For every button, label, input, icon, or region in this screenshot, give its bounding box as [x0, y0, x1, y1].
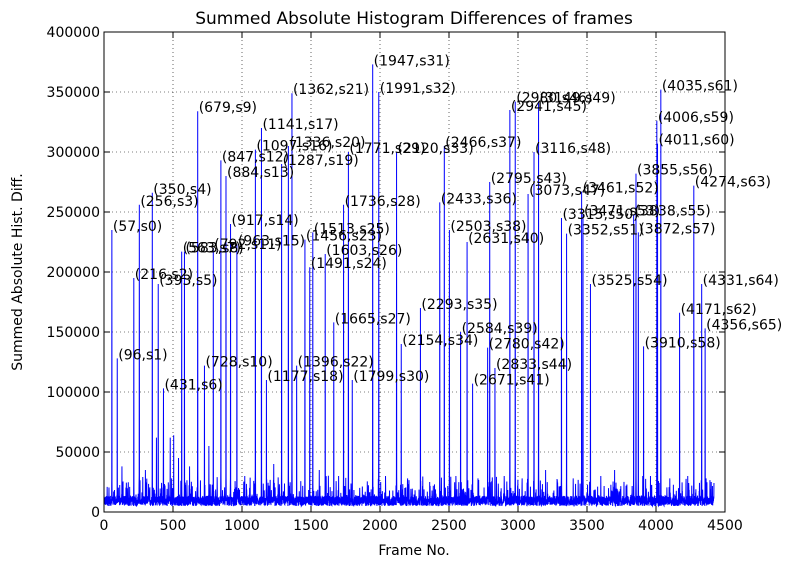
y-tick-label: 100000 [47, 385, 100, 401]
peak-label: (917,s14) [232, 213, 299, 229]
peak-label: (1491,s24) [311, 256, 387, 272]
peak-label: (3149,s49) [540, 91, 616, 107]
peak-label: (3872,s57) [639, 221, 715, 237]
peak-label: (4274,s63) [695, 175, 771, 191]
peak-label: (2780,s42) [489, 337, 565, 353]
peak-label: (1799,s30) [353, 369, 429, 385]
peak-label: (3471,s53) [584, 203, 660, 219]
peak-label: (4035,s61) [662, 79, 738, 95]
peak-label: (679,s9) [199, 100, 257, 116]
peak-label: (1456,s23) [306, 229, 382, 245]
x-tick-label: 3000 [500, 518, 536, 534]
y-tick-label: 250000 [47, 205, 100, 221]
peak-annotations: (57,s0) (96,s1) (216,s2) (256,s3)(350,s4) (3… [113, 53, 782, 393]
peak-label: (1396,s22) [298, 355, 374, 371]
peak-label: (1362,s21) [293, 82, 369, 98]
peak-label: (3838,s55) [635, 203, 711, 219]
peak-label: (4011,s60) [659, 133, 735, 149]
peak-label: (2433,s36) [441, 191, 517, 207]
peak-label: (1513,s25) [314, 221, 390, 237]
peak-label: (2503,s38) [450, 219, 526, 235]
peak-label: (2154,s34) [402, 333, 478, 349]
peak-label: (431,s6) [164, 377, 222, 393]
y-tick-label: 350000 [47, 85, 100, 101]
peak-label: (1177,s18) [267, 369, 343, 385]
peak-label: (1336,s20) [289, 135, 365, 151]
peak-label: (2671,s41) [474, 373, 550, 389]
peak-label: (3910,s58) [645, 335, 721, 351]
x-tick-label: 3500 [569, 518, 605, 534]
peak-label: (3855,s56) [637, 163, 713, 179]
peak-label: (2466,s37) [445, 135, 521, 151]
peak-label: (1097,s16) [256, 139, 332, 155]
x-tick-label: 500 [160, 518, 187, 534]
peak-label: (1947,s31) [374, 53, 450, 69]
peak-label: (963,s15) [238, 233, 305, 249]
peak-label: (96,s1) [118, 347, 167, 363]
peak-label: (1771,s29) [349, 141, 425, 157]
x-tick-label: 2500 [431, 518, 467, 534]
x-tick-label: 2000 [362, 518, 398, 534]
axis-ticks: 0 500 1000 1500 2000 2500 3000 3500 4000 4500 0 500… [47, 25, 743, 534]
peak-label: (1665,s27) [335, 311, 411, 327]
y-tick-label: 200000 [47, 265, 100, 281]
peak-label: (4171,s62) [681, 302, 757, 318]
peak-label: (1141,s17) [262, 117, 338, 133]
peak-label: (2833,s44) [496, 357, 572, 373]
series-line [103, 64, 715, 508]
peak-label: (1287,s19) [283, 153, 359, 169]
peak-label: (4331,s64) [703, 273, 779, 289]
peak-label: (2980,s46) [516, 91, 592, 107]
peak-label: (3352,s51) [568, 223, 644, 239]
y-tick-label: 400000 [47, 25, 100, 41]
peak-label: (2293,s35) [421, 297, 497, 313]
peak-label: (57,s0) [113, 219, 162, 235]
chart-title: Summed Absolute Histogram Differences of… [195, 9, 633, 29]
peak-label: (728,s10) [205, 355, 272, 371]
y-tick-label: 300000 [47, 145, 100, 161]
peak-label: (792,s11) [214, 237, 281, 253]
peak-label: (256,s3) [140, 194, 198, 210]
y-axis-label: Summed Absolute Hist. Diff. [10, 173, 26, 371]
x-tick-label: 4500 [707, 518, 743, 534]
peak-label: (2584,s39) [462, 321, 538, 337]
peak-label: (3116,s48) [535, 141, 611, 157]
peak-label: (350,s4) [153, 182, 211, 198]
y-tick-label: 150000 [47, 325, 100, 341]
peak-label: (2795,s43) [491, 171, 567, 187]
peak-label: (2631,s40) [468, 231, 544, 247]
peak-label: (1991,s32) [380, 81, 456, 97]
x-tick-label: 1500 [293, 518, 329, 534]
peak-label: (393,s5) [159, 273, 217, 289]
peak-label: (2120,s33) [398, 141, 474, 157]
peak-label: (847,s12) [222, 149, 289, 165]
peak-label: (1603,s26) [326, 243, 402, 259]
peak-label: (583,s8) [185, 241, 243, 257]
peak-label: (3315,s50) [562, 207, 638, 223]
peak-label: (884,s13) [227, 165, 294, 181]
peak-label: (3525,s54) [591, 273, 667, 289]
y-tick-label: 50000 [55, 445, 100, 461]
peak-label: (3461,s52) [583, 181, 659, 197]
peak-label: (3073,s47) [529, 183, 605, 199]
y-tick-label: 0 [91, 505, 100, 521]
x-tick-label: 1000 [224, 518, 260, 534]
x-tick-label: 0 [100, 518, 109, 534]
peak-label: (2941,s45) [511, 99, 587, 115]
peak-label: (4356,s65) [706, 317, 782, 333]
peak-label: (216,s2) [135, 267, 193, 283]
x-tick-label: 4000 [638, 518, 674, 534]
plot-area [103, 64, 715, 508]
peak-label: (4006,s59) [658, 110, 734, 126]
x-axis-label: Frame No. [378, 543, 449, 559]
peak-label: (563,s7) [183, 241, 241, 257]
peak-label: (1736,s28) [345, 194, 421, 210]
